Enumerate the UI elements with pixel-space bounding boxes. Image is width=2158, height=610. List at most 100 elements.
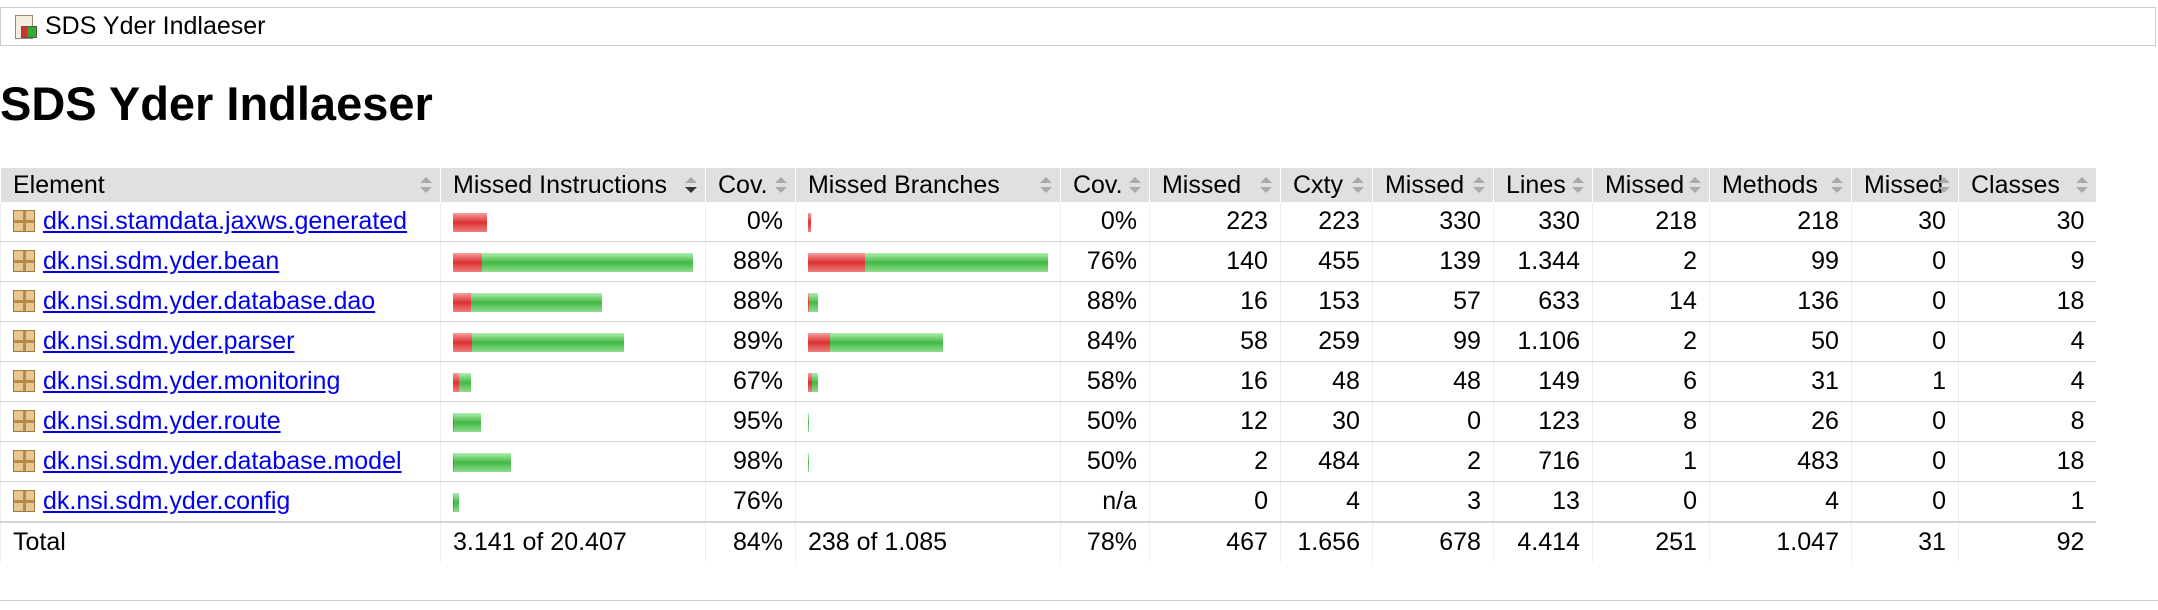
stat-cell: 1 — [1850, 361, 1959, 402]
instructions-coverage: 89% — [704, 321, 796, 362]
package-link[interactable]: dk.nsi.sdm.yder.bean — [43, 247, 280, 275]
instructions-coverage: 98% — [704, 441, 796, 482]
stat-cell: 1 — [1957, 481, 2097, 523]
package-link[interactable]: dk.nsi.sdm.yder.route — [43, 407, 281, 435]
instructions-bar-cell — [440, 361, 706, 402]
package-link[interactable]: dk.nsi.stamdata.jaxws.generated — [43, 207, 408, 235]
stat-cell: 0 — [1850, 241, 1959, 282]
missed-bar — [807, 212, 811, 232]
package-icon — [13, 490, 35, 512]
package-row: dk.nsi.sdm.yder.database.model 98% 50% 2 484… — [0, 441, 2097, 482]
package-row: dk.nsi.sdm.yder.route 95% 50% 12 30 0 123 8 26 0 8 — [0, 401, 2097, 442]
stat-cell: 31 — [1708, 361, 1852, 402]
covered-bar — [454, 452, 511, 472]
total-label: Total — [0, 521, 441, 562]
column-header[interactable]: Missed Instructions — [440, 168, 706, 202]
column-header[interactable]: Methods — [1708, 168, 1852, 202]
column-header[interactable]: Missed — [1850, 168, 1959, 202]
element-cell: dk.nsi.sdm.yder.config — [0, 481, 441, 523]
package-link[interactable]: dk.nsi.sdm.yder.parser — [43, 327, 295, 355]
package-link[interactable]: dk.nsi.sdm.yder.database.model — [43, 447, 402, 475]
column-header[interactable]: Missed Branches — [794, 168, 1061, 202]
stat-cell: 223 — [1279, 202, 1373, 242]
stat-cell: 16 — [1148, 281, 1281, 322]
branches-bar-cell — [794, 202, 1061, 242]
stat-cell: 18 — [1957, 441, 2097, 482]
stat-cell: 140 — [1148, 241, 1281, 282]
stat-cell: 16 — [1148, 361, 1281, 402]
package-row: dk.nsi.stamdata.jaxws.generated 0% 0% 223 22… — [0, 202, 2097, 242]
branches-coverage: 0% — [1059, 202, 1150, 242]
stat-cell: 30 — [1957, 202, 2097, 242]
instructions-bar-cell — [440, 321, 706, 362]
missed-bar — [807, 372, 813, 392]
stat-cell: 12 — [1148, 401, 1281, 442]
package-row: dk.nsi.sdm.yder.bean 88% 76% 140 455 139 1.344… — [0, 241, 2097, 282]
column-header[interactable]: Missed — [1591, 168, 1710, 202]
column-header[interactable]: Classes — [1957, 168, 2097, 202]
column-header[interactable]: Cov. — [704, 168, 796, 202]
stat-cell: 8 — [1591, 401, 1710, 442]
stat-cell: 30 — [1850, 202, 1959, 242]
instructions-coverage: 67% — [704, 361, 796, 402]
instructions-coverage: 88% — [704, 241, 796, 282]
branches-coverage: 58% — [1059, 361, 1150, 402]
stat-cell: 139 — [1371, 241, 1494, 282]
instructions-bar-cell — [440, 241, 706, 282]
column-header[interactable]: Missed — [1371, 168, 1494, 202]
column-header[interactable]: Cxty — [1279, 168, 1373, 202]
stat-cell: 1.344 — [1492, 241, 1593, 282]
branches-bar-cell — [794, 441, 1061, 482]
missed-bar — [453, 292, 471, 312]
stat-cell: 2 — [1591, 321, 1710, 362]
stat-cell: 4 — [1708, 481, 1852, 523]
covered-bar — [809, 292, 818, 312]
column-header[interactable]: Missed — [1148, 168, 1281, 202]
instructions-bar-cell — [440, 202, 706, 242]
stat-cell: 99 — [1708, 241, 1852, 282]
total-stat: 1.656 — [1279, 521, 1373, 562]
stat-cell: 0 — [1850, 441, 1959, 482]
report-icon — [13, 14, 37, 40]
package-icon — [13, 330, 35, 352]
element-cell: dk.nsi.stamdata.jaxws.generated — [0, 202, 441, 242]
stat-cell: 455 — [1279, 241, 1373, 282]
stat-cell: 8 — [1957, 401, 2097, 442]
stat-cell: 2 — [1371, 441, 1494, 482]
branches-bar-cell — [794, 321, 1061, 362]
stat-cell: 259 — [1279, 321, 1373, 362]
package-link[interactable]: dk.nsi.sdm.yder.config — [43, 487, 291, 515]
element-cell: dk.nsi.sdm.yder.monitoring — [0, 361, 441, 402]
element-cell: dk.nsi.sdm.yder.parser — [0, 321, 441, 362]
instructions-coverage: 88% — [704, 281, 796, 322]
missed-bar — [807, 332, 830, 352]
stat-cell: 716 — [1492, 441, 1593, 482]
covered-bar — [454, 412, 481, 432]
total-branches: 238 of 1.085 — [794, 521, 1061, 562]
breadcrumb-label[interactable]: SDS Yder Indlaeser — [45, 12, 266, 40]
stat-cell: 0 — [1371, 401, 1494, 442]
branches-coverage: 50% — [1059, 441, 1150, 482]
package-icon — [13, 250, 35, 272]
covered-bar — [471, 332, 625, 352]
stat-cell: 48 — [1279, 361, 1373, 402]
column-header[interactable]: Lines — [1492, 168, 1593, 202]
branches-bar-cell — [794, 361, 1061, 402]
total-instructions: 3.141 of 20.407 — [440, 521, 706, 562]
stat-cell: 483 — [1708, 441, 1852, 482]
column-header[interactable]: Cov. — [1059, 168, 1150, 202]
stat-cell: 136 — [1708, 281, 1852, 322]
package-link[interactable]: dk.nsi.sdm.yder.monitoring — [43, 367, 341, 395]
stat-cell: 6 — [1591, 361, 1710, 402]
total-stat: 251 — [1591, 521, 1710, 562]
stat-cell: 18 — [1957, 281, 2097, 322]
stat-cell: 0 — [1850, 281, 1959, 322]
stat-cell: 57 — [1371, 281, 1494, 322]
column-header[interactable]: Element — [0, 168, 441, 202]
total-row: Total 3.141 of 20.407 84% 238 of 1.085 78% 46… — [0, 521, 2097, 562]
stat-cell: 99 — [1371, 321, 1494, 362]
package-link[interactable]: dk.nsi.sdm.yder.database.dao — [43, 287, 376, 315]
branches-coverage: 84% — [1059, 321, 1150, 362]
stat-cell: 218 — [1591, 202, 1710, 242]
element-cell: dk.nsi.sdm.yder.route — [0, 401, 441, 442]
